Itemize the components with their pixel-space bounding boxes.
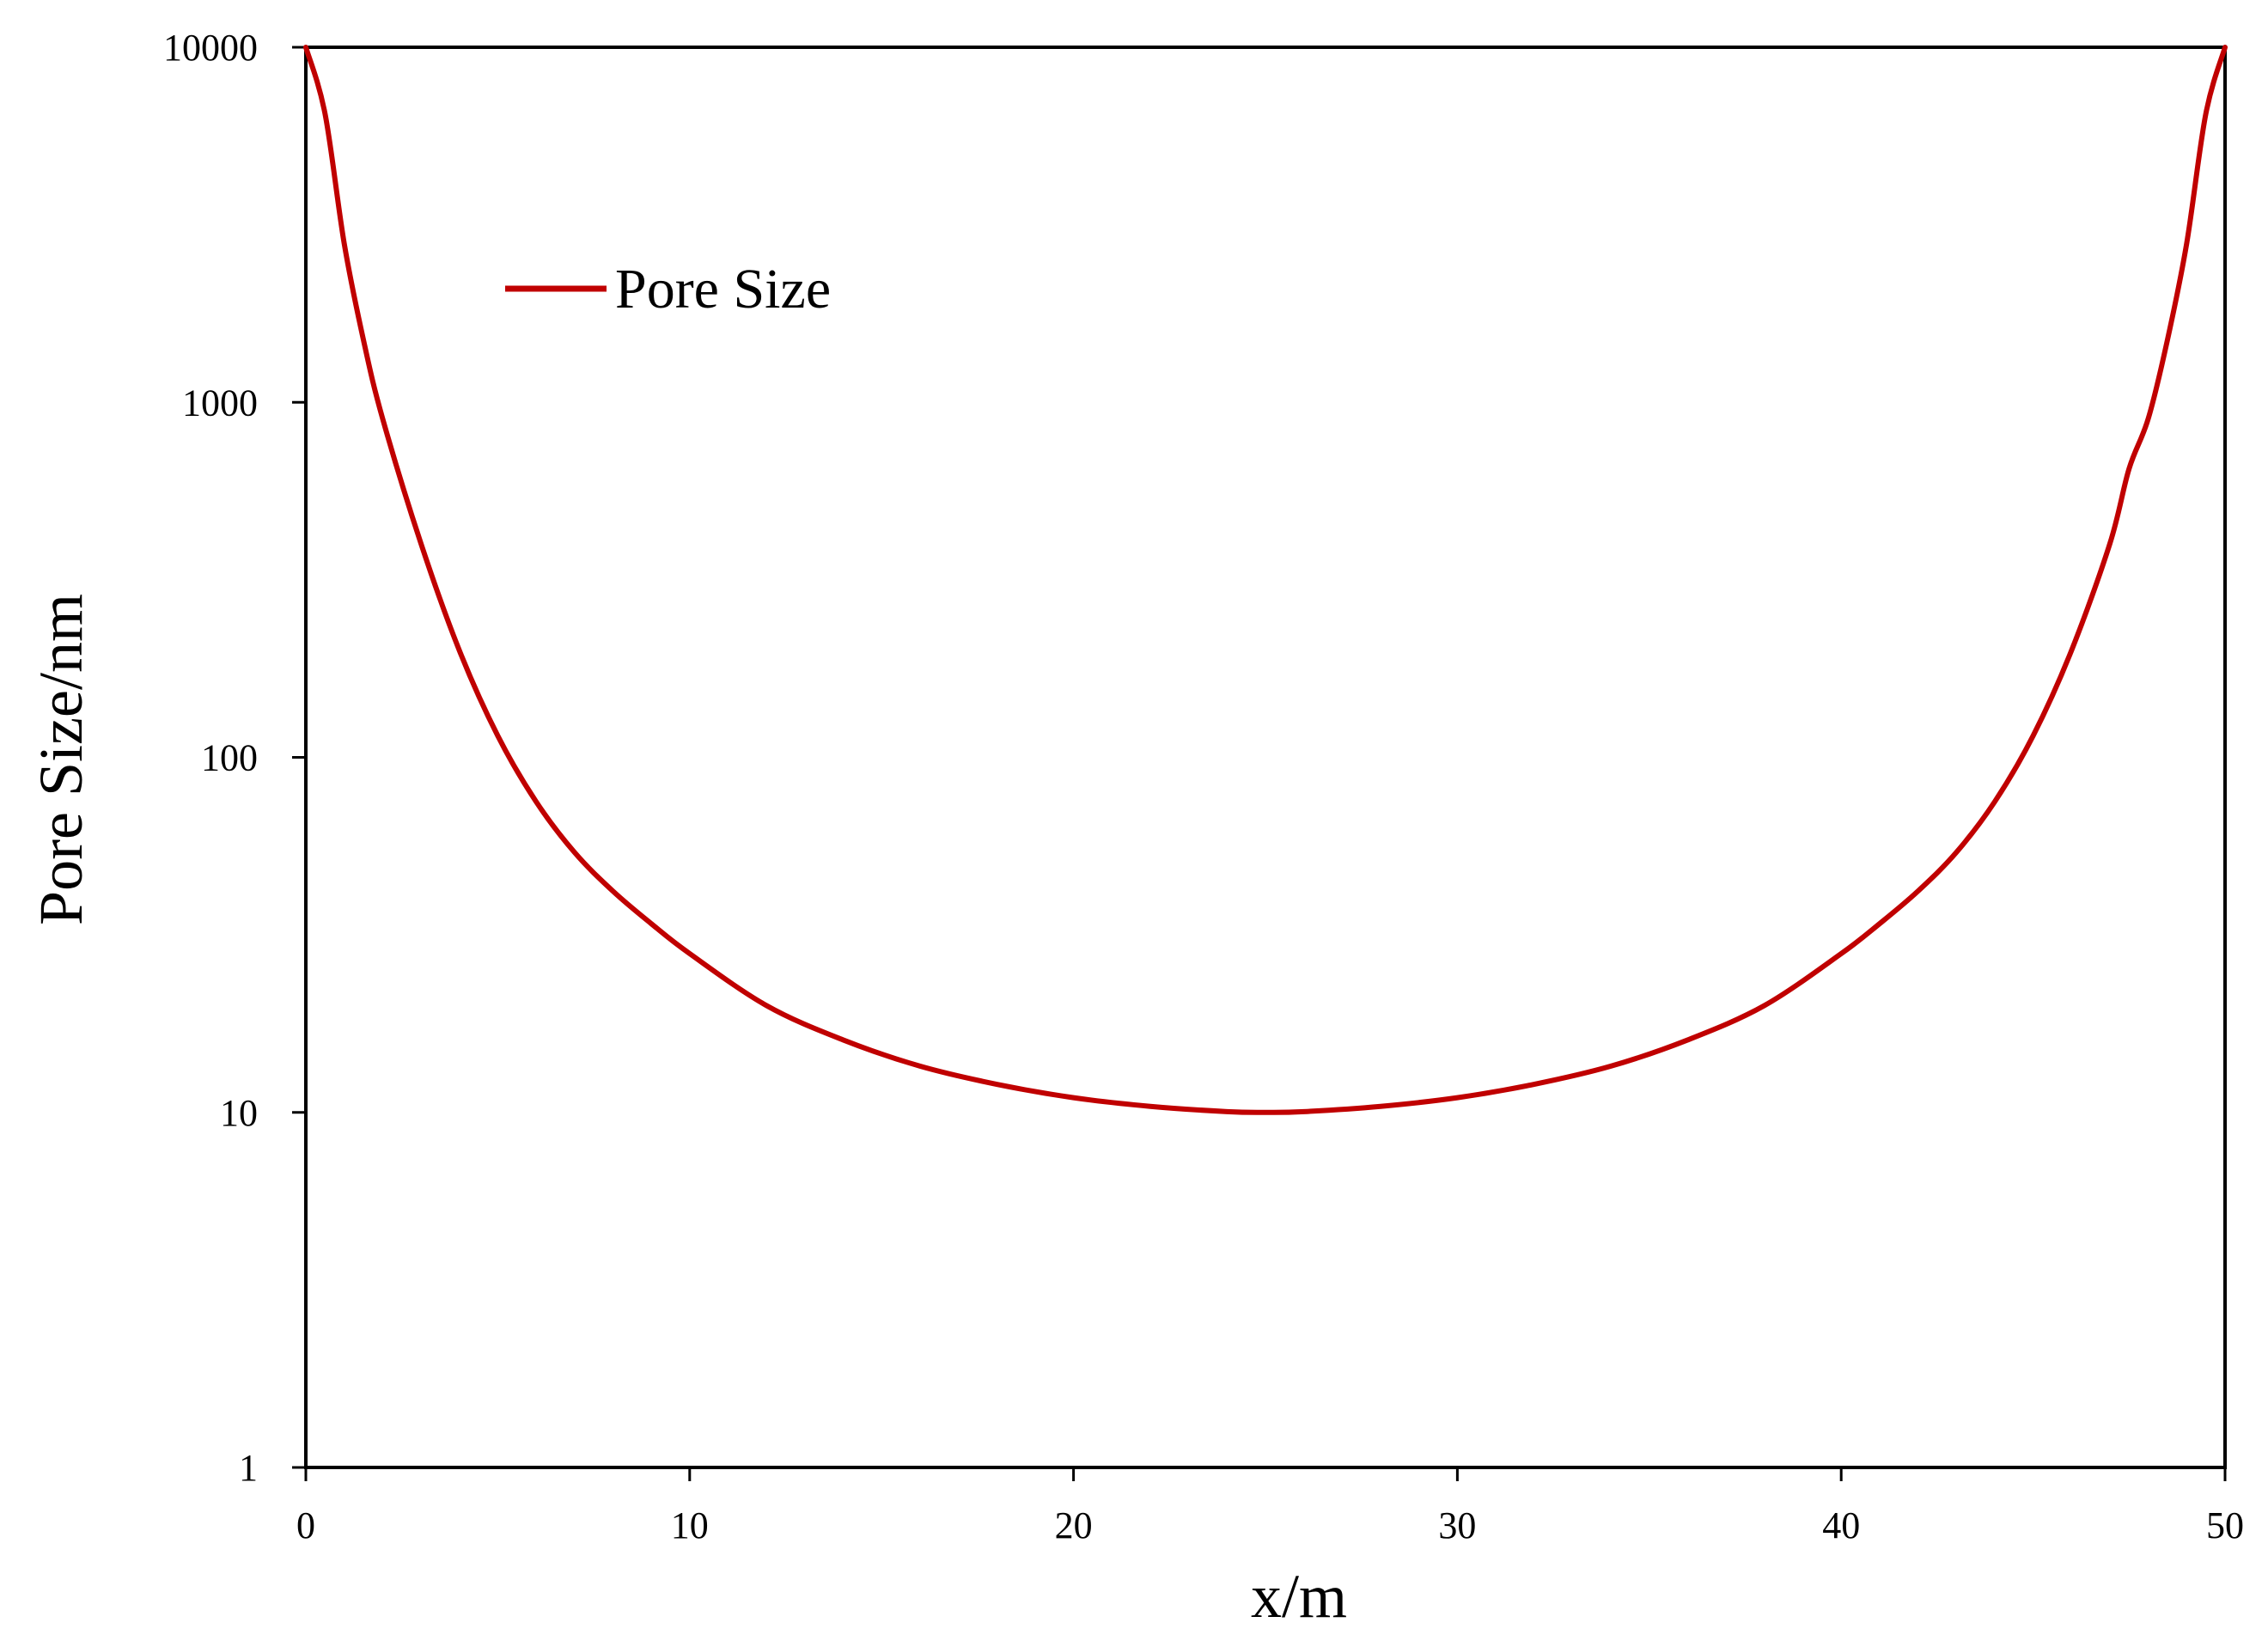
- x-tick-label: 10: [671, 1504, 709, 1546]
- y-tick-label: 10: [220, 1092, 258, 1134]
- y-tick-label: 1: [239, 1447, 258, 1489]
- legend-label-pore-size: Pore Size: [615, 258, 831, 320]
- y-tick-label: 100: [201, 737, 258, 779]
- x-tick-label: 0: [296, 1504, 315, 1546]
- plot-area: [304, 46, 2227, 1469]
- y-tick-label: 10000: [163, 27, 258, 69]
- series-line-pore-size: [303, 45, 2228, 1115]
- x-tick-label: 40: [1822, 1504, 1860, 1546]
- y-axis-ticks: 1 10 100 1000 10000: [163, 27, 306, 1489]
- x-tick-label: 50: [2206, 1504, 2244, 1546]
- x-tick-label: 20: [1055, 1504, 1093, 1546]
- legend: Pore Size: [505, 258, 831, 320]
- plot-frame: [304, 46, 2227, 1469]
- x-axis-title: x/m: [1251, 1562, 1347, 1631]
- x-axis-ticks: 0 10 20 30 40 50: [296, 1467, 2244, 1546]
- y-tick-label: 1000: [182, 381, 258, 424]
- x-tick-label: 30: [1438, 1504, 1476, 1546]
- series-layer: [303, 45, 2228, 1115]
- y-axis-title: Pore Size/nm: [27, 594, 95, 925]
